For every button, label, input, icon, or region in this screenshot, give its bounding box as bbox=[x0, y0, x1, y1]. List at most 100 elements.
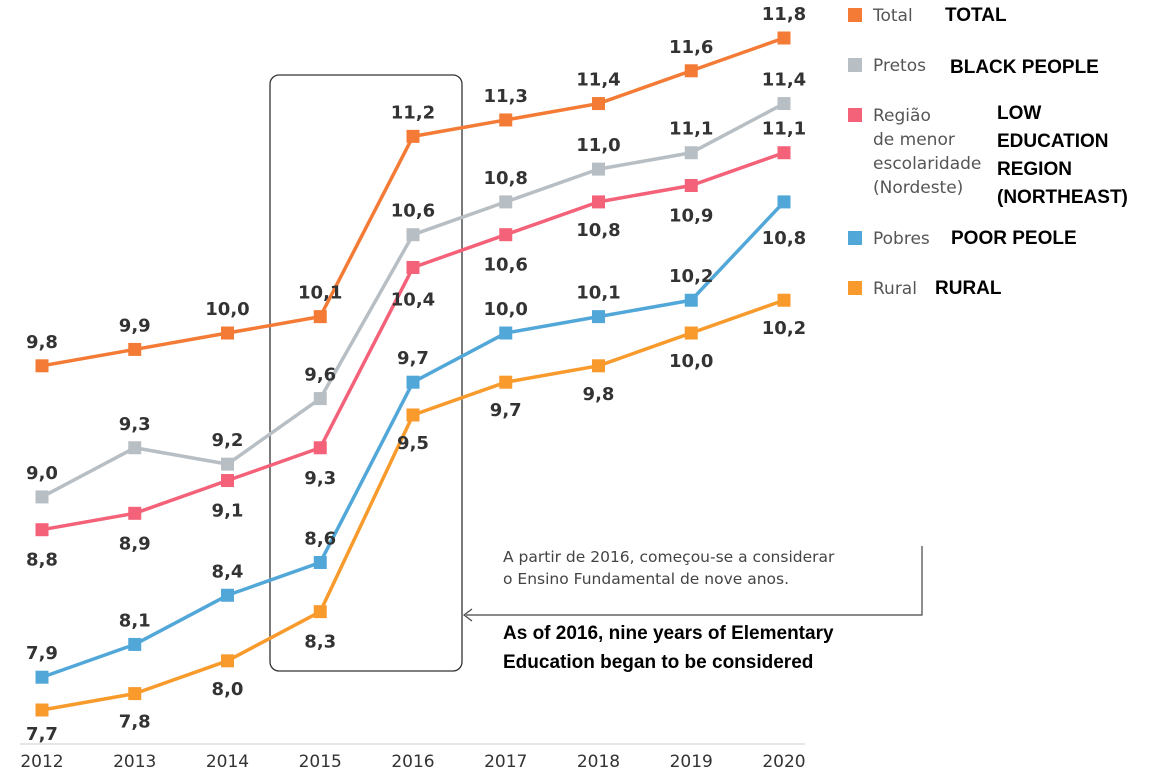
data-label: 11,4 bbox=[762, 70, 806, 91]
annotation-pt-line2: o Ensino Fundamental de nove anos. bbox=[503, 570, 789, 588]
x-tick-label: 2020 bbox=[762, 752, 805, 772]
data-label: 10,0 bbox=[484, 299, 528, 320]
legend-label-pt: Região de menor escolaridade (Nordeste) bbox=[873, 106, 982, 198]
annotation-en-line2: Education began to be considered bbox=[503, 652, 813, 673]
data-point-marker bbox=[35, 670, 49, 684]
data-label: 10,8 bbox=[576, 220, 620, 241]
data-point-marker bbox=[313, 310, 327, 324]
data-point-marker bbox=[35, 523, 49, 537]
data-label: 10,0 bbox=[205, 299, 249, 320]
data-label: 9,6 bbox=[304, 365, 336, 386]
legend-label-pt: Pobres bbox=[873, 229, 930, 249]
data-label: 10,1 bbox=[576, 283, 620, 304]
x-tick-label: 2012 bbox=[20, 752, 63, 772]
data-point-marker bbox=[406, 260, 420, 274]
data-label: 8,4 bbox=[212, 561, 244, 582]
data-point-marker bbox=[592, 97, 605, 111]
data-point-marker bbox=[684, 146, 698, 160]
data-label: 9,2 bbox=[212, 430, 244, 451]
x-tick-label: 2016 bbox=[391, 752, 434, 772]
annotation-bracket bbox=[466, 546, 923, 616]
data-label: 9,5 bbox=[397, 433, 429, 454]
data-point-marker bbox=[592, 162, 605, 176]
data-label: 9,1 bbox=[212, 501, 244, 522]
data-point-marker bbox=[777, 31, 791, 45]
data-point-marker bbox=[221, 654, 234, 668]
series-poor-peole: 7,9 8,1 8,4 8,6 9,7 10,0 10,1 10,2 10,8 bbox=[26, 195, 806, 684]
data-point-marker bbox=[221, 457, 234, 471]
data-point-marker bbox=[777, 195, 791, 209]
data-label: 9,3 bbox=[119, 414, 151, 435]
data-label: 11,1 bbox=[669, 119, 713, 140]
series-rural: 7,7 7,8 8,0 8,3 9,5 9,7 9,8 10,0 10,2 bbox=[26, 293, 806, 745]
data-point-marker bbox=[406, 129, 420, 143]
data-label: 9,0 bbox=[26, 463, 58, 484]
data-point-marker bbox=[499, 228, 513, 242]
annotation-en-line1: As of 2016, nine years of Elementary bbox=[503, 623, 834, 644]
data-point-marker bbox=[313, 392, 327, 406]
data-label: 8,3 bbox=[304, 632, 336, 653]
data-label: 10,8 bbox=[484, 168, 528, 189]
legend-label-en: POOR PEOLE bbox=[951, 228, 1077, 249]
data-label: 8,1 bbox=[119, 610, 151, 631]
data-point-marker bbox=[592, 359, 605, 373]
data-label: 10,2 bbox=[669, 266, 713, 287]
data-point-marker bbox=[499, 375, 513, 389]
data-point-marker bbox=[35, 490, 49, 504]
legend-swatch-pobres bbox=[848, 231, 862, 245]
data-label: 9,8 bbox=[26, 332, 58, 353]
data-label: 11,3 bbox=[484, 86, 528, 107]
x-tick-label: 2014 bbox=[206, 752, 249, 772]
series-layer: 9,8 9,9 10,0 10,1 11,2 11,3 11,4 11,6 11,8 9,0 9,3… bbox=[26, 4, 806, 745]
data-label: 11,0 bbox=[576, 135, 620, 156]
data-point-marker bbox=[777, 293, 791, 307]
legend-swatch-nordeste bbox=[848, 108, 862, 122]
legend-label-en: TOTAL bbox=[945, 5, 1007, 26]
data-label: 8,9 bbox=[119, 533, 151, 554]
data-point-marker bbox=[592, 310, 605, 324]
data-point-marker bbox=[221, 588, 234, 602]
data-point-marker bbox=[221, 474, 234, 488]
series-low-education-region-northeast: 8,8 8,9 9,1 9,3 10,4 10,6 10,8 10,9 11,1 bbox=[26, 119, 806, 571]
series-black-people: 9,0 9,3 9,2 9,6 10,6 10,8 11,0 11,1 11,4 bbox=[26, 70, 806, 504]
data-label: 8,6 bbox=[304, 528, 336, 549]
data-label: 8,8 bbox=[26, 550, 58, 571]
data-point-marker bbox=[128, 637, 142, 651]
data-label: 7,8 bbox=[119, 712, 151, 733]
data-point-marker bbox=[592, 195, 605, 209]
legend-label-en: BLACK PEOPLE bbox=[950, 57, 1099, 78]
data-label: 11,1 bbox=[762, 119, 806, 140]
data-label: 7,7 bbox=[26, 724, 58, 745]
data-point-marker bbox=[128, 342, 142, 356]
x-tick-label: 2018 bbox=[577, 752, 620, 772]
x-tick-label: 2013 bbox=[113, 752, 156, 772]
data-label: 9,7 bbox=[490, 400, 522, 421]
data-point-marker bbox=[221, 326, 234, 340]
data-point-marker bbox=[406, 375, 420, 389]
data-point-marker bbox=[499, 113, 513, 127]
data-label: 7,9 bbox=[26, 643, 58, 664]
data-label: 9,7 bbox=[397, 348, 429, 369]
data-point-marker bbox=[313, 555, 327, 569]
data-label: 10,2 bbox=[762, 318, 806, 339]
x-tick-label: 2017 bbox=[484, 752, 527, 772]
data-label: 10,6 bbox=[484, 255, 528, 276]
highlight-box-2015-2016 bbox=[269, 74, 463, 672]
data-point-marker bbox=[684, 293, 698, 307]
data-label: 11,4 bbox=[576, 70, 620, 91]
data-point-marker bbox=[35, 359, 49, 373]
data-label: 9,8 bbox=[583, 384, 615, 405]
data-label: 10,6 bbox=[391, 201, 435, 222]
data-label: 11,8 bbox=[762, 4, 806, 25]
data-label: 10,1 bbox=[298, 283, 342, 304]
x-tick-label: 2019 bbox=[670, 752, 713, 772]
data-label: 9,3 bbox=[304, 468, 336, 489]
legend-label-pt: Rural bbox=[873, 279, 917, 299]
data-point-marker bbox=[499, 326, 513, 340]
data-point-marker bbox=[684, 64, 698, 78]
annotation-arrowhead bbox=[463, 608, 473, 622]
data-label: 8,0 bbox=[212, 679, 244, 700]
data-point-marker bbox=[777, 97, 791, 111]
data-label: 10,9 bbox=[669, 206, 713, 227]
data-label: 10,4 bbox=[391, 289, 435, 310]
